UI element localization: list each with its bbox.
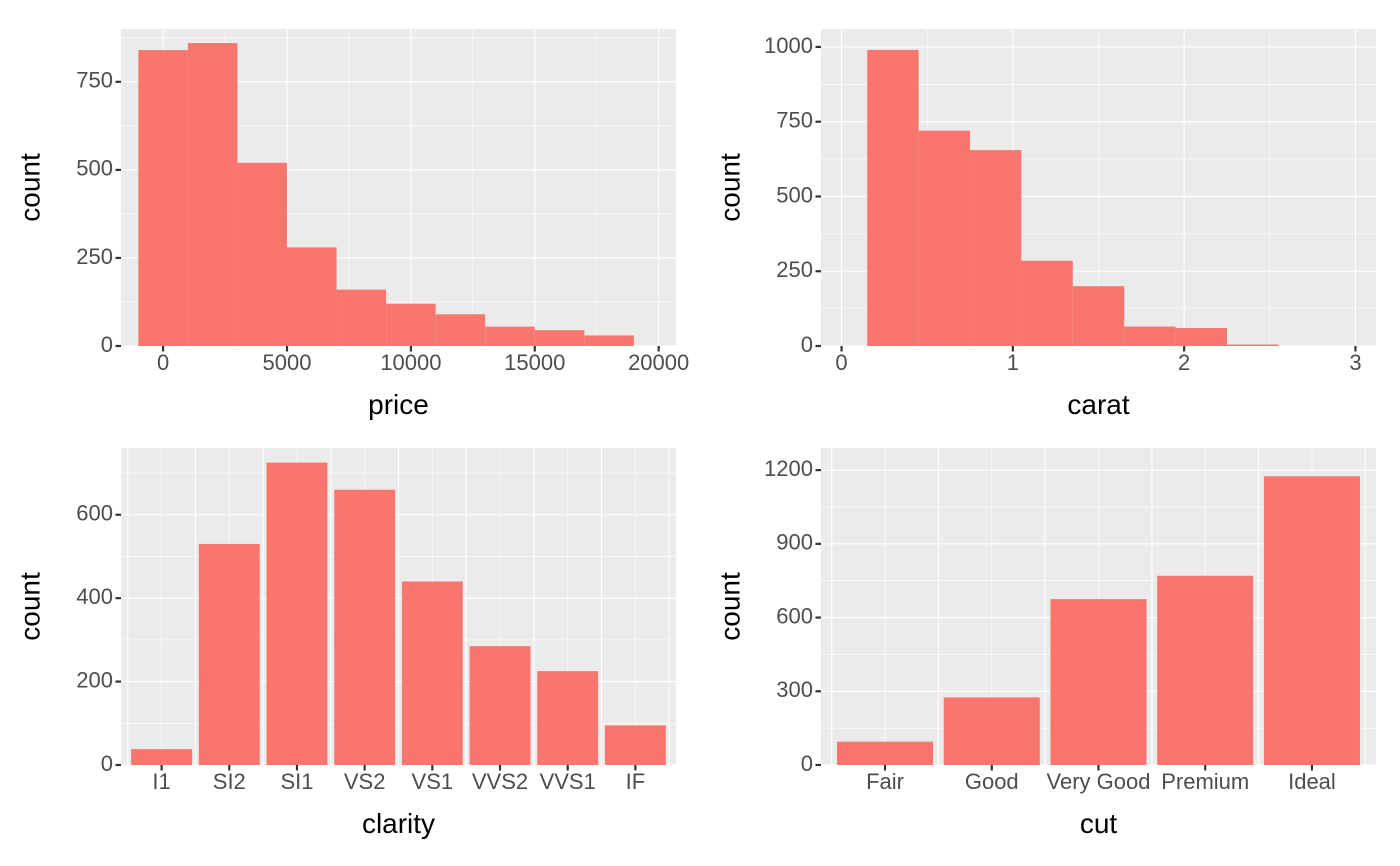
svg-text:Good: Good [965,769,1019,794]
svg-text:price: price [368,389,429,420]
svg-text:5000: 5000 [263,350,312,375]
svg-text:900: 900 [776,530,813,555]
svg-text:VVS2: VVS2 [472,769,528,794]
svg-text:SI1: SI1 [280,769,313,794]
svg-text:250: 250 [776,257,813,282]
svg-text:500: 500 [776,182,813,207]
svg-text:VS2: VS2 [344,769,386,794]
svg-text:300: 300 [776,677,813,702]
svg-text:15000: 15000 [504,350,565,375]
svg-text:Ideal: Ideal [1288,769,1336,794]
svg-text:0: 0 [801,751,813,776]
svg-text:600: 600 [776,603,813,628]
svg-text:0: 0 [835,350,847,375]
svg-text:10000: 10000 [380,350,441,375]
svg-text:count: count [714,572,745,641]
svg-text:3: 3 [1349,350,1361,375]
svg-text:600: 600 [76,501,113,526]
svg-text:400: 400 [76,584,113,609]
svg-text:clarity: clarity [362,808,435,839]
svg-text:cut: cut [1080,808,1118,839]
svg-text:I1: I1 [152,769,170,794]
svg-text:SI2: SI2 [213,769,246,794]
svg-text:Premium: Premium [1161,769,1249,794]
svg-text:20000: 20000 [628,350,689,375]
svg-text:0: 0 [157,350,169,375]
svg-text:carat: carat [1067,389,1129,420]
svg-text:1000: 1000 [764,33,813,58]
svg-text:2: 2 [1178,350,1190,375]
svg-text:750: 750 [776,108,813,133]
svg-text:0: 0 [101,751,113,776]
svg-text:VS1: VS1 [412,769,454,794]
svg-text:Very Good: Very Good [1047,769,1151,794]
svg-text:count: count [14,153,45,222]
svg-text:750: 750 [76,68,113,93]
svg-text:0: 0 [801,332,813,357]
svg-text:VVS1: VVS1 [540,769,596,794]
svg-text:count: count [714,153,745,222]
svg-text:Fair: Fair [866,769,904,794]
svg-text:count: count [14,572,45,641]
svg-text:1200: 1200 [764,456,813,481]
svg-text:250: 250 [76,244,113,269]
svg-text:200: 200 [76,667,113,692]
svg-text:1: 1 [1007,350,1019,375]
svg-text:IF: IF [626,769,646,794]
svg-text:0: 0 [101,332,113,357]
svg-text:500: 500 [76,156,113,181]
